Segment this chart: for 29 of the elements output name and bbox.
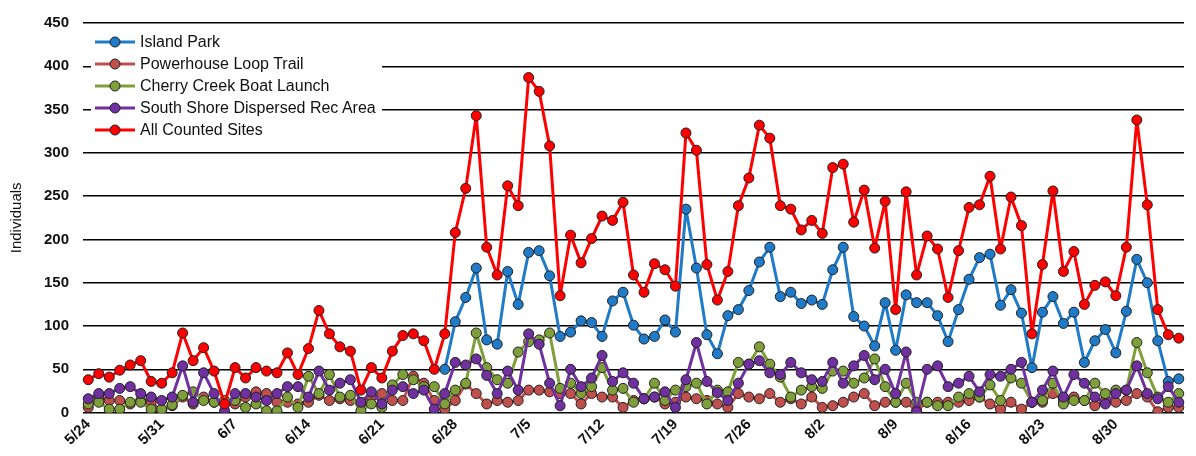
y-tick-label: 250 — [44, 186, 70, 204]
y-tick-label: 0 — [60, 402, 70, 420]
y-tick-label: 50 — [52, 359, 70, 377]
legend-label: Powerhouse Loop Trail — [140, 54, 304, 74]
x-tick-label: 8/23 — [1014, 415, 1048, 448]
x-tick-label: 6/7 — [213, 415, 241, 442]
legend-label: South Shore Dispersed Rec Area — [140, 98, 376, 118]
x-tick-label: 6/21 — [354, 415, 387, 448]
x-tick-label: 8/16 — [941, 415, 975, 448]
x-tick-label: 8/9 — [873, 415, 901, 442]
x-tick-label: 7/26 — [721, 415, 754, 448]
x-tick-label: 8/30 — [1088, 415, 1121, 448]
y-tick-label: 450 — [44, 13, 70, 31]
y-tick-label: 200 — [44, 229, 70, 247]
legend-label: Island Park — [140, 32, 221, 52]
y-tick-label: 300 — [44, 143, 70, 161]
legend-label: Cherry Creek Boat Launch — [140, 76, 330, 96]
x-tick-label: 7/5 — [506, 415, 534, 442]
y-tick-label: 100 — [44, 316, 70, 334]
y-tick-label: 150 — [44, 272, 70, 290]
x-tick-label: 7/19 — [647, 415, 681, 448]
x-tick-label: 6/28 — [427, 415, 461, 448]
x-tick-label: 5/31 — [134, 415, 167, 448]
x-tick-label: 8/2 — [800, 415, 828, 442]
x-tick-label: 7/12 — [574, 415, 608, 448]
legend-label: All Counted Sites — [140, 120, 263, 140]
y-tick-label: 400 — [44, 56, 70, 74]
y-axis-title: Individuals — [7, 182, 25, 254]
y-tick-label: 350 — [44, 99, 70, 117]
